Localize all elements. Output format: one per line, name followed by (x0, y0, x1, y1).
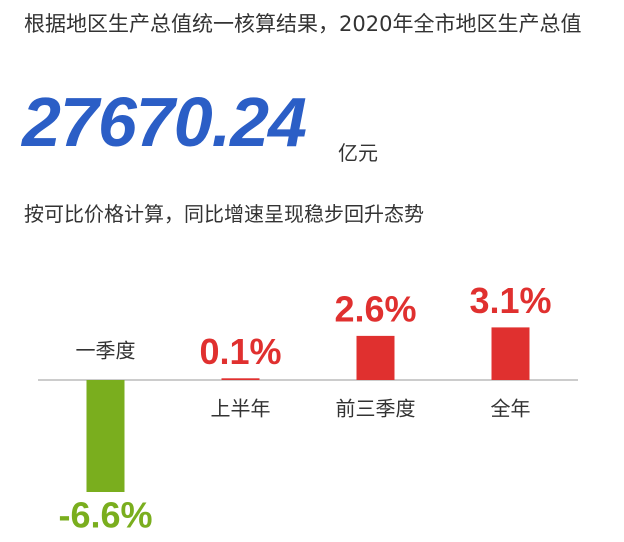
bar (86, 380, 125, 492)
bar (356, 335, 395, 380)
bar (491, 327, 530, 380)
total-value: 27670.24 (22, 83, 307, 161)
value-label: 0.1% (199, 331, 281, 372)
category-label: 一季度 (76, 339, 136, 363)
subtitle: 按可比价格计算，同比增速呈现稳步回升态势 (24, 202, 424, 226)
category-label: 前三季度 (336, 397, 416, 421)
value-label: 3.1% (469, 280, 551, 321)
value-label: -6.6% (58, 495, 152, 536)
value-label: 2.6% (334, 288, 416, 329)
bar (221, 378, 260, 380)
title: 根据地区生产总值统一核算结果，2020年全市地区生产总值 (24, 12, 582, 36)
unit: 亿元 (338, 141, 378, 165)
category-label: 全年 (491, 397, 531, 421)
category-label: 上半年 (211, 397, 271, 421)
